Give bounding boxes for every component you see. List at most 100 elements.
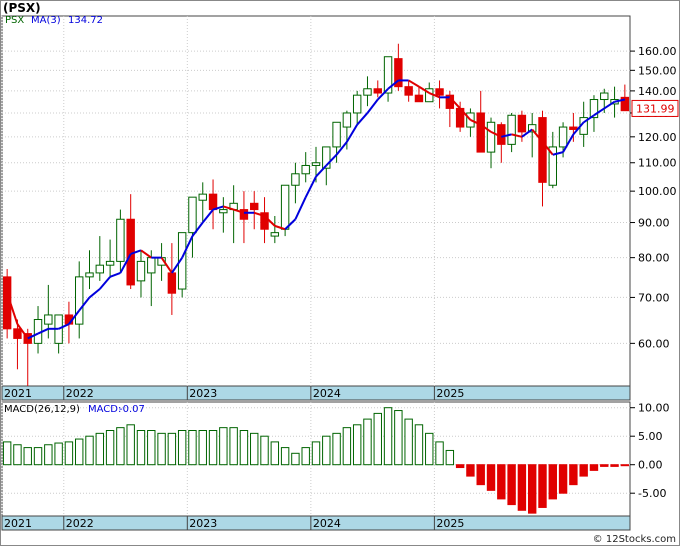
candle-up [85, 272, 94, 278]
candle-down [620, 96, 630, 112]
ma-segment [552, 151, 564, 156]
macd-bar-positive [2, 441, 12, 466]
ma-segment [274, 224, 286, 231]
macd-bar-positive [219, 427, 228, 466]
macd-bar-positive [64, 441, 74, 466]
price-y-tick-label: 90.00 [638, 217, 670, 230]
ma-segment [480, 123, 492, 133]
macd-y-tick-label: 10.00 [638, 402, 670, 415]
macd-bar-positive [208, 430, 218, 466]
ma-segment [325, 154, 338, 167]
macd-bar-negative [455, 464, 465, 469]
ma-segment [78, 296, 91, 312]
ma-segment [603, 100, 616, 110]
candle-up [95, 264, 105, 274]
ma-segment [171, 257, 183, 274]
price-panel [1, 15, 631, 387]
candle-up [507, 114, 516, 145]
ma-segment [119, 253, 132, 274]
candle-down [414, 94, 424, 103]
macd-bar-negative [507, 464, 516, 506]
ma-segment [377, 88, 389, 101]
candle-down [239, 209, 249, 220]
candle-down [435, 88, 444, 96]
macd-bar-negative [548, 464, 557, 500]
macd-bar-positive [404, 418, 413, 466]
ma-segment [583, 114, 595, 124]
price-year-label: 2023 [189, 387, 217, 400]
candle-up [301, 164, 310, 175]
macd-bar-positive [198, 430, 207, 466]
ma-segment [521, 128, 533, 138]
macd-bar-negative [466, 464, 475, 477]
chart-title: (PSX) [3, 1, 41, 15]
ma-segment [58, 323, 70, 330]
legend-macd-params: MACD(26,12,9) [4, 404, 80, 415]
candle-up [136, 260, 146, 282]
candle-down [373, 88, 382, 94]
macd-bar-negative [527, 464, 537, 514]
ma-segment [201, 208, 214, 224]
candle-down [23, 333, 32, 344]
macd-bar-positive [95, 432, 105, 466]
ma-segment [541, 141, 554, 156]
macd-bar-positive [229, 427, 238, 466]
ma-segment [572, 121, 585, 135]
ma-segment [284, 218, 297, 230]
legend-symbol: PSX [5, 15, 25, 26]
ma-segment [470, 119, 482, 126]
macd-bar-negative [558, 464, 568, 494]
macd-year-label: 2025 [436, 517, 464, 530]
macd-bar-positive [136, 430, 146, 466]
ma-segment [593, 107, 605, 117]
ma-segment [408, 79, 420, 88]
candle-down [260, 212, 269, 230]
macd-bar-positive [147, 430, 156, 466]
candle-up [105, 260, 115, 266]
candle-up [177, 232, 187, 290]
candle-up [383, 56, 393, 94]
candle-down [476, 112, 485, 153]
candle-up [589, 99, 599, 119]
macd-bar-positive [383, 407, 393, 466]
macd-bar-negative [610, 464, 619, 467]
price-y-tick-label: 70.00 [638, 291, 670, 304]
ma-segment [140, 249, 152, 259]
price-year-label: 2021 [4, 387, 32, 400]
macd-y-tick-label: 0.00 [638, 459, 663, 472]
candle-up [198, 193, 207, 201]
price-y-tick-label: 100.00 [638, 185, 677, 198]
price-y-tick-label: 150.00 [638, 64, 677, 77]
macd-bar-positive [322, 435, 331, 466]
macd-bar-positive [373, 412, 382, 466]
macd-bar-positive [116, 427, 125, 466]
candle-up [548, 146, 557, 186]
ma-segment [27, 332, 39, 340]
ma-segment [428, 92, 440, 99]
ma-segment [531, 128, 544, 143]
macd-bar-positive [85, 435, 94, 466]
candle-down [167, 272, 177, 294]
legend-ma-value: 134.72 [68, 15, 103, 26]
macd-bar-positive [167, 432, 177, 466]
macd-bar-negative [486, 464, 496, 491]
ma-segment [459, 107, 472, 121]
candle-down [208, 193, 218, 211]
candle-up [270, 232, 280, 237]
ma-segment [233, 208, 245, 214]
ma-segment [562, 133, 575, 153]
ma-segment [511, 133, 523, 138]
ma-segment [449, 96, 461, 110]
copyright-text: © 12Stocks.com [592, 534, 676, 545]
last-price-box [631, 99, 679, 117]
ma-segment [181, 235, 194, 259]
candle-up [332, 121, 341, 148]
candle-up [352, 94, 362, 114]
candle-up [75, 276, 84, 325]
macd-year-label: 2023 [189, 517, 217, 530]
ma-segment [37, 327, 49, 335]
ma-segment [160, 257, 173, 274]
price-y-tick-label: 60.00 [638, 337, 670, 350]
macd-bar-positive [239, 430, 249, 466]
